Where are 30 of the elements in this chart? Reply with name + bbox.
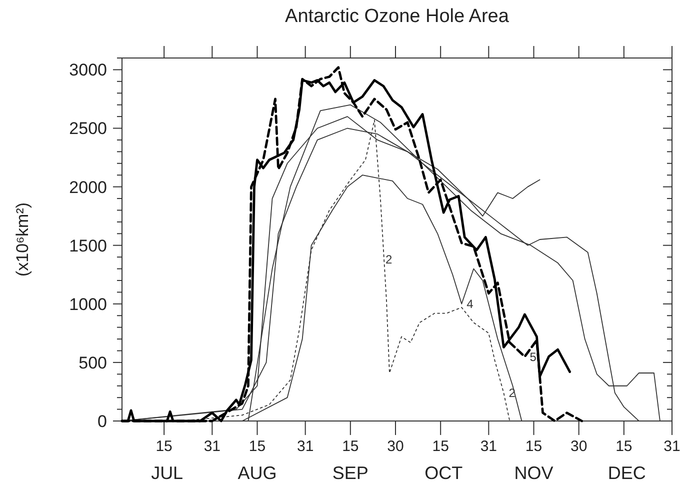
x-tick-label: 15: [525, 438, 542, 455]
x2-tick-label: DEC: [608, 463, 646, 483]
y-tick-label: 1000: [69, 294, 107, 314]
x-tick-label: 15: [248, 438, 266, 455]
x2-tick-label: JUL: [151, 463, 184, 483]
x-tick-label: 15: [342, 438, 359, 455]
annotation: 5: [530, 350, 537, 364]
y-axis-title: (x10⁶km²): [13, 202, 32, 277]
y-tick-label: 1500: [69, 236, 107, 256]
x-tick-label: 31: [204, 438, 221, 455]
annotation: 2: [385, 252, 392, 267]
x-tick-label: 30: [570, 438, 588, 455]
annotation: 4: [466, 297, 474, 312]
x2-tick-label: OCT: [424, 463, 463, 483]
y-tick-label: 500: [78, 353, 107, 372]
x-tick-label: 15: [616, 438, 632, 455]
x-tick-label: 31: [480, 438, 498, 455]
y-tick-label: 2500: [69, 119, 107, 138]
x2-tick-label: SEP: [332, 463, 368, 483]
x-tick-label: 15: [432, 438, 449, 455]
chart-title: Antarctic Ozone Hole Area: [285, 6, 510, 27]
x-tick-label: 31: [664, 438, 680, 455]
x-tick-label: 31: [296, 438, 314, 455]
y-tick-label: 3000: [69, 60, 107, 80]
y-tick-label: 2000: [69, 178, 107, 197]
x-tick-label: 15: [156, 438, 172, 455]
x2-tick-label: AUG: [238, 463, 277, 483]
y-tick-label: 0: [98, 412, 107, 431]
x-tick-label: 30: [387, 438, 404, 455]
x2-tick-label: NOV: [514, 463, 554, 483]
